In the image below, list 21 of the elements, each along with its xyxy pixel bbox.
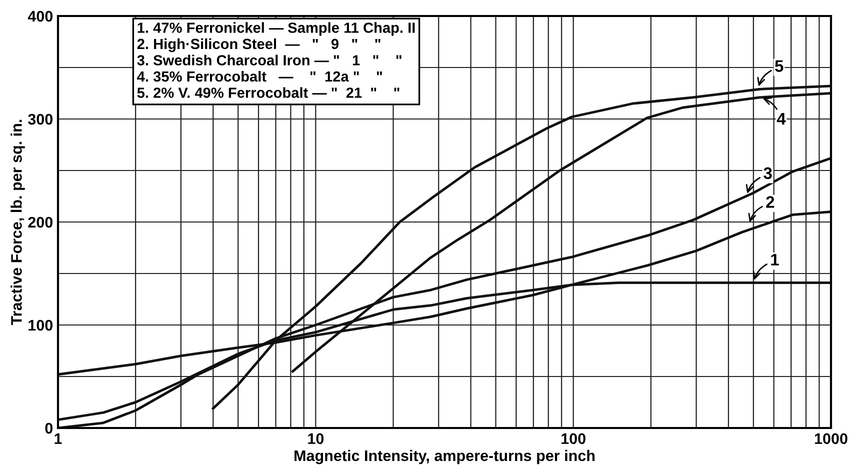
x-tick-label: 1000 (814, 433, 848, 444)
annotation: 5. 2% V. 49% Ferrocobalt — " 21 " " (137, 87, 400, 98)
x-tick-label: 1 (54, 433, 62, 444)
x-axis-title: Magnetic Intensity, ampere-turns per inch (294, 450, 595, 464)
annotation: 5 (775, 60, 784, 72)
annotation: 4 (776, 113, 786, 124)
annotation: 3. Swedish Charcoal Iron — " 1 " " (137, 54, 402, 66)
y-tick-label: 100 (28, 320, 53, 331)
annotation: 3 (764, 167, 772, 180)
y-axis-title: Tractive Force, lb. per sq. in. (10, 120, 25, 325)
annotation: 2. High·Silicon Steel — " 9 " " (137, 38, 380, 52)
annotation: 2 (766, 196, 774, 208)
y-tick-label: 300 (28, 114, 53, 125)
annotation: 4. 35% Ferrocobalt — " 12a " " (137, 70, 382, 82)
x-tick-label: 100 (562, 433, 586, 444)
annotation: 1. 47% Ferronickel — Sample 11 Chap. II (138, 22, 415, 36)
y-tick-label: 400 (28, 10, 53, 22)
y-tick-label: 200 (28, 216, 53, 228)
x-tick-label: 10 (308, 433, 324, 444)
y-tick-label: 0 (45, 422, 53, 434)
annotation: 1 (771, 254, 779, 266)
